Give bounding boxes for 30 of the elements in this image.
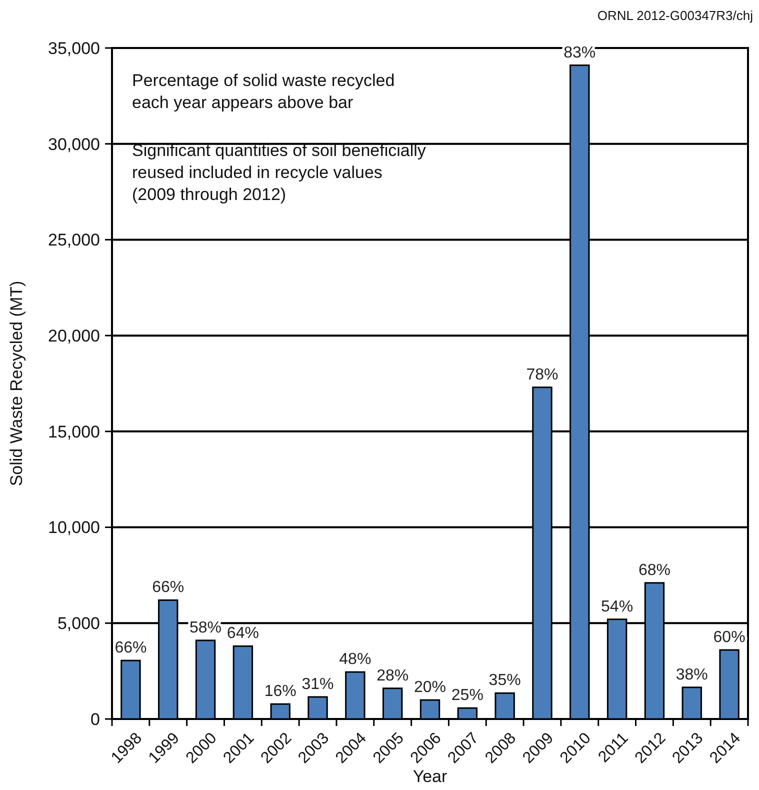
y-tick-label: 10,000 [48,518,100,538]
annotation: 54% [601,598,634,616]
annotation: 60% [713,628,746,646]
text: ORNL 2012-G00347R3/chj [597,8,754,23]
annotation: 66% [114,640,147,657]
y-tick-label: 5,000 [57,614,100,634]
annotation: 58% [190,619,222,636]
y-tick-label: 35,000 [48,38,100,58]
annotation: 83% [564,44,596,62]
annotation: Percentage of solid waste recycled each year appears above bar [132,71,395,112]
annotation: 31% [302,676,334,693]
y-axis-title: Solid Waste Recycled (MT) [7,280,26,486]
annotation: 28% [376,667,409,684]
annotation: 64% [226,625,259,642]
annotation: 38% [676,666,708,684]
annotation: 20% [414,679,446,696]
annotation: 16% [264,683,296,700]
y-tick-label: 15,000 [48,422,100,442]
annotation: 66% [152,579,184,596]
y-tick-label: 20,000 [48,326,100,346]
annotation: Significant quantities of soil beneficially reused included in recycle values (2009 through 2012) [132,141,426,204]
y-tick-label: 0 [90,710,100,729]
x-axis-title: Year [412,767,448,786]
y-tick-label: 30,000 [48,134,100,154]
annotation: 78% [526,366,558,384]
annotation: 35% [488,672,521,690]
annotation: 25% [451,687,484,704]
annotation: 48% [339,651,372,668]
annotation: 68% [638,562,670,579]
y-tick-label: 25,000 [48,230,100,250]
